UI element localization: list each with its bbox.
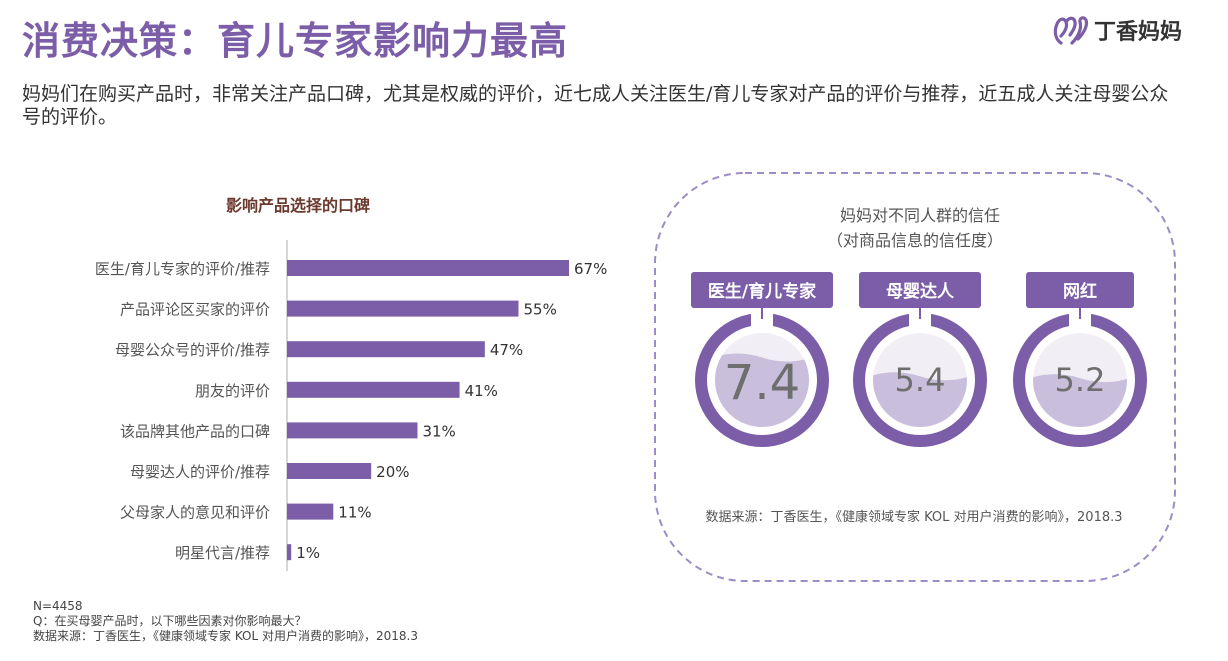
gauge-tag <box>1026 272 1134 308</box>
bar-chart-title: 影响产品选择的口碑 <box>226 196 371 215</box>
bar-category-label: 父母家人的意见和评价 <box>120 504 270 522</box>
bar-category-label: 医生/育儿专家的评价/推荐 <box>95 260 270 278</box>
bar <box>287 341 485 358</box>
page-subtitle: 妈妈们在购买产品时，非常关注产品口碑，尤其是权威的评价，近七成人关注医生/育儿专… <box>22 83 1169 128</box>
bar <box>287 300 519 317</box>
bar-category-label: 该品牌其他产品的口碑 <box>120 422 270 440</box>
bar-value-label: 31% <box>422 422 455 440</box>
bar-value-label: 20% <box>376 463 409 481</box>
panel-border <box>654 172 1176 582</box>
sample-size-note: N=4458 <box>33 599 83 613</box>
gauge-fill-level <box>873 372 967 427</box>
bar-chart: 医生/育儿专家的评价/推荐 67% 产品评论区买家的评价 55% 母婴公众号的评价/推荐… <box>95 240 607 571</box>
bar <box>287 544 292 561</box>
bar-value-label: 41% <box>465 382 498 400</box>
gauge-value: 5.2 <box>1055 361 1106 399</box>
bar-category-label: 明星代言/推荐 <box>175 544 270 562</box>
gauge-tag <box>691 272 833 308</box>
gauge-fill-level <box>1033 374 1127 427</box>
bar-category-label: 母婴公众号的评价/推荐 <box>115 341 270 359</box>
gauge-fill-level <box>715 353 809 427</box>
gauge-tag-label: 母婴达人 <box>886 281 955 302</box>
bar-category-label: 产品评论区买家的评价 <box>120 301 270 319</box>
gauge-panel-title: 妈妈对不同人群的信任 <box>840 206 1000 225</box>
footnotes: N=4458 Q：在买母婴产品时，以下哪些因素对你影响最大？ 数据来源：丁香医生… <box>33 599 418 644</box>
trust-gauge: 7.4 医生/育儿专家 <box>691 272 833 447</box>
gauge-value: 7.4 <box>724 355 800 411</box>
gauge-value: 5.4 <box>895 361 946 399</box>
brand-logo: 丁香妈妈 <box>1052 10 1182 50</box>
page-title: 消费决策：育儿专家影响力最高 <box>22 19 569 63</box>
trust-gauge: 5.4 母婴达人 <box>853 272 987 447</box>
gauge-tag-label: 网红 <box>1063 281 1097 302</box>
gauge-source-note: 数据来源：丁香医生，《健康领域专家 KOL 对用户消费的影响》，2018.3 <box>705 509 1122 525</box>
bar <box>287 503 334 520</box>
bar-value-label: 1% <box>296 544 320 562</box>
bar-value-label: 47% <box>490 341 523 359</box>
trust-panel: 妈妈对不同人群的信任（对商品信息的信任度）7.4医生/育儿专家5.4母婴达人5.… <box>654 172 1176 582</box>
gauge-tag-label: 医生/育儿专家 <box>708 281 816 302</box>
bar-value-label: 67% <box>574 260 607 278</box>
gauge-tag <box>859 272 981 308</box>
bar <box>287 422 418 439</box>
question-note: Q：在买母婴产品时，以下哪些因素对你影响最大？ <box>33 614 307 628</box>
bar-category-label: 母婴达人的评价/推荐 <box>130 463 270 481</box>
logo-text: 丁香妈妈 <box>1094 20 1183 45</box>
trust-gauge: 5.2 网红 <box>1013 272 1147 447</box>
source-note: 数据来源：丁香医生，《健康领域专家 KOL 对用户消费的影响》，2018.3 <box>33 629 418 643</box>
bar-category-label: 朋友的评价 <box>195 382 270 400</box>
bar-value-label: 11% <box>338 504 371 522</box>
bar <box>287 381 460 398</box>
logo-icon <box>1053 16 1089 45</box>
bar <box>287 260 569 276</box>
bar <box>287 463 372 479</box>
gauge-panel-subtitle: （对商品信息的信任度） <box>827 231 1003 250</box>
bar-value-label: 55% <box>523 301 556 319</box>
